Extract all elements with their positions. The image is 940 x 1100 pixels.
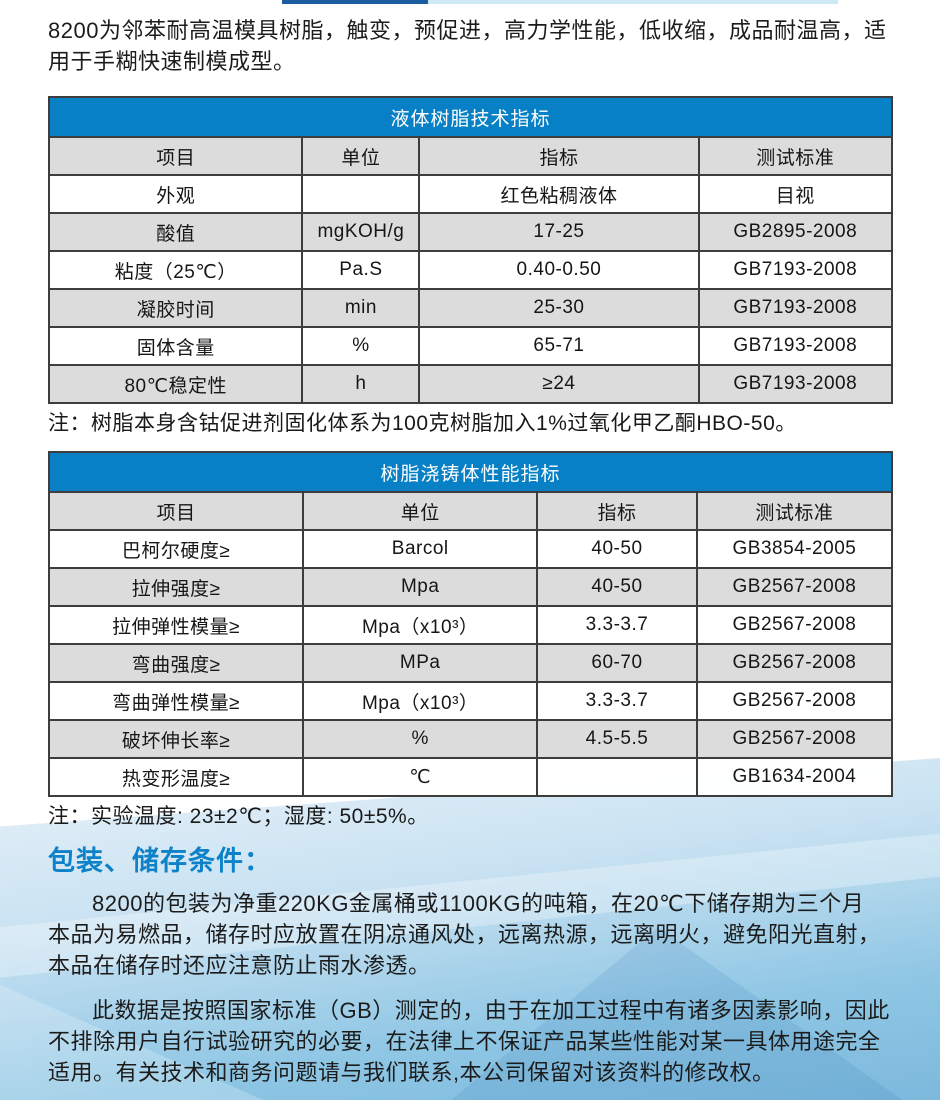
table-row: 巴柯尔硬度≥ Barcol 40-50 GB3854-2005 [50,529,891,567]
table-row: 热变形温度≥ ℃ GB1634-2004 [50,757,891,795]
table-cell: 拉伸弹性模量≥ [112,616,241,638]
table-cell: 0.40-0.50 [418,252,697,288]
table-cell: 弯曲弹性模量≥ [112,692,241,714]
table-cell: 60-70 [536,645,696,681]
table-cell: 红色粘稠液体 [418,176,697,212]
table-title: 树脂浇铸体性能指标 [50,453,891,491]
intro-paragraph: 8200为邻苯耐高温模具树脂，触变，预促进，高力学性能，低收缩，成品耐温高，适用… [48,18,887,74]
table-row: 粘度（25℃） Pa.S 0.40-0.50 GB7193-2008 [50,250,891,288]
table-cell: Mpa [302,569,536,605]
table-cell: ≥24 [418,366,697,402]
table-cell: 固体含量 [136,337,215,359]
table-cell: 65-71 [418,328,697,364]
table-row: 酸值 mgKOH/g 17-25 GB2895-2008 [50,212,891,250]
table-cell: 破坏伸长率≥ [121,730,231,752]
table-row: 外观 红色粘稠液体 目视 [50,174,891,212]
table-row: 破坏伸长率≥% 4.5-5.5 GB2567-2008 [50,719,891,757]
table-cell: MPa [302,645,536,681]
column-header: 指标 [536,493,696,529]
table-cell: GB7193-2008 [697,328,891,364]
table-title: 液体树脂技术指标 [50,98,891,136]
table-row: 拉伸强度≥ Mpa 40-50 GB2567-2008 [50,567,891,605]
table-cell: GB2567-2008 [695,683,891,719]
table-cell: 热变形温度≥ [121,768,231,790]
table-cell: min [301,290,418,326]
table-cell: 拉伸强度≥ [131,578,221,600]
storage-section-heading: 包装、储存条件： [48,846,272,876]
table-row: 弯曲强度≥ MPa 60-70 GB2567-2008 [50,643,891,681]
table-row: 弯曲弹性模量≥ Mpa（x10³） 3.3-3.7 GB2567-2008 [50,681,891,719]
page-top-artifact-dark [282,0,428,4]
table-cell: GB2567-2008 [695,721,891,757]
column-header: 单位 [301,138,418,174]
table-body: 项目 单位 指标 测试标准 巴柯尔硬度≥ Barcol 40-50 GB3854-2005 拉伸… [50,491,891,795]
page-top-artifact-light [428,0,838,4]
table-cell: mgKOH/g [301,214,418,250]
column-header: 项目 [156,502,196,524]
table-row: 凝胶时间 min 25-30 GB7193-2008 [50,288,891,326]
table-cell: % [301,328,418,364]
column-header: 测试标准 [697,138,891,174]
table-cell: % [302,721,536,757]
table-cell: GB2567-2008 [695,645,891,681]
table-cell: GB7193-2008 [697,366,891,402]
column-header: 项目 [156,147,196,169]
table-cell: GB7193-2008 [697,252,891,288]
table-cell: 粘度（25℃） [114,261,237,283]
table-row: 固体含量% 65-71 GB7193-2008 [50,326,891,364]
table-cell: GB2567-2008 [695,569,891,605]
liquid-resin-spec-table: 液体树脂技术指标 项目 单位 指标 测试标准外观 红色粘稠液体 目视酸值 mgKOH/g 17… [48,96,893,404]
table-cell: 40-50 [536,531,696,567]
table-cell: Mpa（x10³） [302,683,536,719]
table-cell: Mpa（x10³） [302,607,536,643]
table-header-row: 项目 单位 指标 测试标准 [50,136,891,174]
table-note: 注：实验温度: 23±2℃；湿度: 50±5%。 [48,805,429,828]
table-cell [301,176,418,212]
table-cell: Barcol [302,531,536,567]
table-cell: 17-25 [418,214,697,250]
table-cell: 目视 [697,176,891,212]
table-cell: 外观 [156,185,196,207]
page-content: 8200为邻苯耐高温模具树脂，触变，预促进，高力学性能，低收缩，成品耐温高，适用… [48,0,893,1088]
table-cell: 3.3-3.7 [536,607,696,643]
table-row: 80℃稳定性 h ≥24 GB7193-2008 [50,364,891,402]
storage-paragraph: 8200的包装为净重220KG金属桶或1100KG的吨箱，在20℃下储存期为三个… [48,891,881,978]
table-body: 项目 单位 指标 测试标准外观 红色粘稠液体 目视酸值 mgKOH/g 17-25 GB2895… [50,136,891,402]
table-row: 拉伸弹性模量≥ Mpa（x10³） 3.3-3.7 GB2567-2008 [50,605,891,643]
table-cell: 3.3-3.7 [536,683,696,719]
table-cell: GB3854-2005 [695,531,891,567]
table-cell: GB2895-2008 [697,214,891,250]
column-header: 单位 [302,493,536,529]
table-cell: ℃ [302,759,536,795]
table-cell: 弯曲强度≥ [131,654,221,676]
table-cell: 25-30 [418,290,697,326]
table-cell: 凝胶时间 [136,299,215,321]
table-cell [536,759,696,795]
table-cell: 80℃稳定性 [124,375,227,397]
table-cell: GB1634-2004 [695,759,891,795]
casting-performance-table: 树脂浇铸体性能指标 项目 单位 指标 测试标准巴柯尔硬度≥ Barcol 40-50 GB3… [48,451,893,797]
table-cell: 40-50 [536,569,696,605]
table-cell: 酸值 [156,223,196,245]
table-cell: 巴柯尔硬度≥ [121,540,231,562]
table-note: 注：树脂本身含钴促进剂固化体系为100克树脂加入1%过氧化甲乙酮HBO-50。 [48,412,797,435]
table-header-row: 项目 单位 指标 测试标准 [50,491,891,529]
table-cell: Pa.S [301,252,418,288]
column-header: 测试标准 [695,493,891,529]
table-cell: GB7193-2008 [697,290,891,326]
table-cell: GB2567-2008 [695,607,891,643]
column-header: 指标 [418,138,697,174]
table-cell: h [301,366,418,402]
table-cell: 4.5-5.5 [536,721,696,757]
disclaimer-paragraph: 此数据是按照国家标准（GB）测定的，由于在加工过程中有诸多因素影响，因此不排除用… [48,998,890,1085]
